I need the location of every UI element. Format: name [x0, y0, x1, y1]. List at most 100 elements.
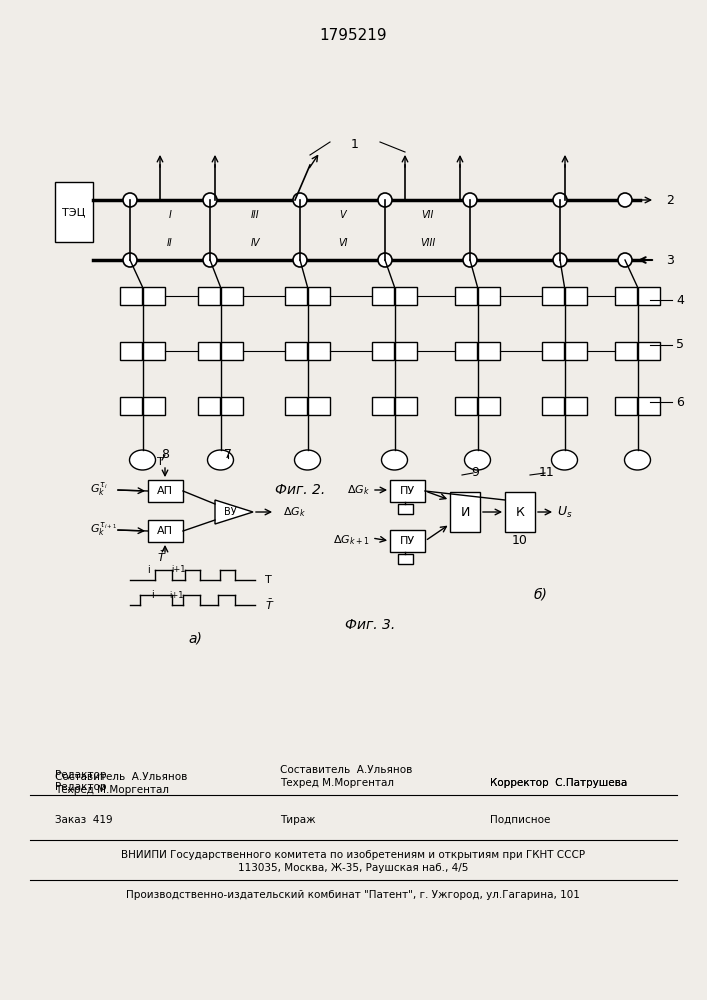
- Ellipse shape: [293, 193, 307, 207]
- Bar: [455, 287, 477, 305]
- Ellipse shape: [293, 253, 307, 267]
- Text: 1: 1: [351, 138, 359, 151]
- Text: АП: АП: [157, 486, 173, 496]
- Text: II: II: [167, 238, 173, 248]
- Bar: [390, 480, 425, 502]
- Text: i+1: i+1: [170, 590, 185, 599]
- Text: Составитель  А.Ульянов: Составитель А.Ульянов: [280, 765, 412, 775]
- Text: ВНИИПИ Государственного комитета по изобретениям и открытиям при ГКНТ СССР: ВНИИПИ Государственного комитета по изоб…: [121, 850, 585, 860]
- Text: АП: АП: [157, 526, 173, 536]
- Ellipse shape: [382, 450, 407, 470]
- Text: Редактор: Редактор: [55, 770, 107, 780]
- Text: i: i: [146, 565, 149, 575]
- Bar: [148, 480, 183, 502]
- Text: $\Delta G_k$: $\Delta G_k$: [283, 505, 306, 519]
- Bar: [221, 342, 243, 360]
- Text: Заказ  419: Заказ 419: [55, 815, 112, 825]
- Bar: [615, 342, 637, 360]
- Bar: [308, 342, 330, 360]
- Bar: [398, 504, 413, 514]
- Bar: [565, 397, 587, 415]
- Bar: [372, 397, 394, 415]
- Bar: [638, 397, 660, 415]
- Bar: [615, 397, 637, 415]
- Ellipse shape: [553, 193, 567, 207]
- Text: а): а): [188, 631, 202, 645]
- Bar: [478, 397, 500, 415]
- Text: Фиг. 2.: Фиг. 2.: [275, 483, 325, 497]
- Text: $\Delta G_k$: $\Delta G_k$: [347, 483, 370, 497]
- Text: I: I: [168, 210, 171, 220]
- Bar: [398, 554, 413, 564]
- Bar: [638, 342, 660, 360]
- Ellipse shape: [123, 193, 137, 207]
- Bar: [542, 342, 564, 360]
- Bar: [198, 397, 220, 415]
- Bar: [372, 287, 394, 305]
- Bar: [143, 287, 165, 305]
- Bar: [285, 342, 307, 360]
- Ellipse shape: [464, 450, 491, 470]
- Text: $\Delta G_{k+1}$: $\Delta G_{k+1}$: [334, 533, 370, 547]
- Text: К: К: [515, 506, 525, 518]
- Bar: [615, 287, 637, 305]
- Ellipse shape: [203, 253, 217, 267]
- Bar: [565, 342, 587, 360]
- Ellipse shape: [129, 450, 156, 470]
- Bar: [308, 287, 330, 305]
- Text: Корректор  С.Патрушева: Корректор С.Патрушева: [490, 778, 627, 788]
- Ellipse shape: [624, 450, 650, 470]
- Ellipse shape: [618, 193, 632, 207]
- Text: 3: 3: [666, 253, 674, 266]
- Text: 6: 6: [676, 395, 684, 408]
- Bar: [308, 397, 330, 415]
- Bar: [148, 520, 183, 542]
- Text: IV: IV: [250, 238, 259, 248]
- Bar: [542, 397, 564, 415]
- Text: б): б): [533, 588, 547, 602]
- Text: 4: 4: [676, 294, 684, 306]
- Text: Корректор  С.Патрушева: Корректор С.Патрушева: [490, 778, 627, 788]
- Bar: [455, 342, 477, 360]
- Text: T: T: [265, 575, 271, 585]
- Bar: [143, 342, 165, 360]
- Bar: [390, 530, 425, 552]
- Text: $\bar{T}$: $\bar{T}$: [265, 598, 274, 612]
- Bar: [395, 397, 417, 415]
- Text: ВУ: ВУ: [223, 507, 236, 517]
- Bar: [478, 342, 500, 360]
- Bar: [120, 397, 142, 415]
- Text: ТЭЦ: ТЭЦ: [62, 207, 86, 217]
- Bar: [395, 287, 417, 305]
- Text: 11: 11: [539, 466, 555, 479]
- Text: Техред М.Моргентал: Техред М.Моргентал: [280, 778, 394, 788]
- Text: $G_k^{\tau_{i+1}}$: $G_k^{\tau_{i+1}}$: [90, 521, 117, 539]
- Ellipse shape: [463, 193, 477, 207]
- Bar: [143, 397, 165, 415]
- Text: $\bar{T}$: $\bar{T}$: [157, 550, 167, 564]
- Bar: [542, 287, 564, 305]
- Bar: [120, 287, 142, 305]
- Ellipse shape: [551, 450, 578, 470]
- Text: 8: 8: [161, 448, 169, 462]
- Text: VI: VI: [338, 238, 347, 248]
- Bar: [372, 342, 394, 360]
- Text: T: T: [157, 457, 163, 467]
- Bar: [120, 342, 142, 360]
- Text: И: И: [460, 506, 469, 518]
- Ellipse shape: [553, 253, 567, 267]
- Text: V: V: [339, 210, 346, 220]
- Text: Производственно-издательский комбинат "Патент", г. Ужгород, ул.Гагарина, 101: Производственно-издательский комбинат "П…: [126, 890, 580, 900]
- Bar: [285, 287, 307, 305]
- Text: $U_s$: $U_s$: [557, 504, 573, 520]
- Bar: [395, 342, 417, 360]
- Text: i+1: i+1: [171, 566, 185, 574]
- Bar: [455, 397, 477, 415]
- Bar: [450, 492, 480, 532]
- Bar: [565, 287, 587, 305]
- Text: ПУ: ПУ: [399, 536, 414, 546]
- Bar: [198, 287, 220, 305]
- Text: 2: 2: [666, 194, 674, 207]
- Ellipse shape: [295, 450, 320, 470]
- Ellipse shape: [378, 193, 392, 207]
